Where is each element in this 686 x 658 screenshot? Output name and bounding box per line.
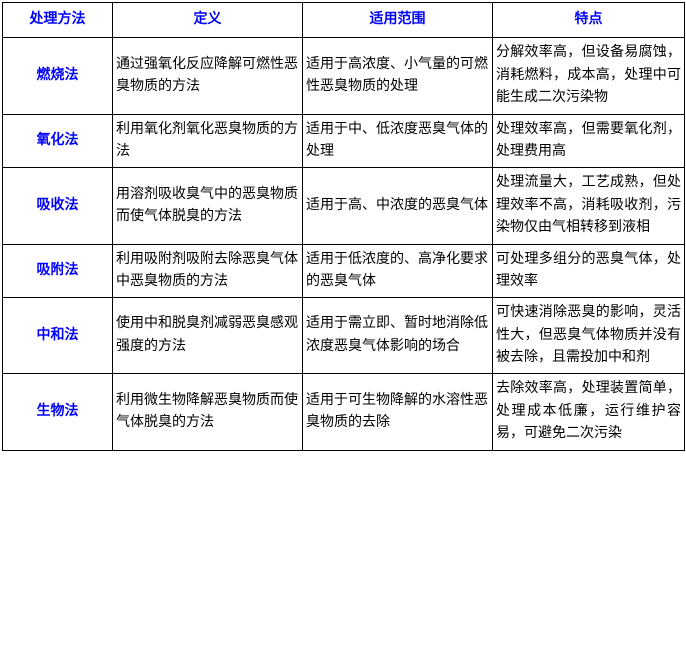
- cell-method: 燃烧法: [3, 38, 113, 114]
- cell-scope: 适用于低浓度的、高净化要求的恶臭气体: [303, 244, 493, 298]
- cell-scope: 适用于高、中浓度的恶臭气体: [303, 168, 493, 244]
- header-scope: 适用范围: [303, 3, 493, 38]
- cell-method: 吸附法: [3, 244, 113, 298]
- header-definition: 定义: [113, 3, 303, 38]
- cell-features: 处理流量大，工艺成熟，但处理效率不高，消耗吸收剂，污染物仅由气相转移到液相: [493, 168, 685, 244]
- header-method: 处理方法: [3, 3, 113, 38]
- header-features: 特点: [493, 3, 685, 38]
- table-row: 燃烧法 通过强氧化反应降解可燃性恶臭物质的方法 适用于高浓度、小气量的可燃性恶臭…: [3, 38, 685, 114]
- table-row: 中和法 使用中和脱臭剂减弱恶臭感观强度的方法 适用于需立即、暂时地消除低浓度恶臭…: [3, 298, 685, 374]
- cell-scope: 适用于中、低浓度恶臭气体的处理: [303, 114, 493, 168]
- cell-definition: 利用氧化剂氧化恶臭物质的方法: [113, 114, 303, 168]
- cell-method: 氧化法: [3, 114, 113, 168]
- odor-treatment-table: 处理方法 定义 适用范围 特点 燃烧法 通过强氧化反应降解可燃性恶臭物质的方法 …: [2, 2, 685, 451]
- cell-definition: 通过强氧化反应降解可燃性恶臭物质的方法: [113, 38, 303, 114]
- cell-scope: 适用于高浓度、小气量的可燃性恶臭物质的处理: [303, 38, 493, 114]
- cell-method: 吸收法: [3, 168, 113, 244]
- cell-features: 可处理多组分的恶臭气体，处理效率: [493, 244, 685, 298]
- table-row: 吸附法 利用吸附剂吸附去除恶臭气体中恶臭物质的方法 适用于低浓度的、高净化要求的…: [3, 244, 685, 298]
- cell-definition: 用溶剂吸收臭气中的恶臭物质而使气体脱臭的方法: [113, 168, 303, 244]
- cell-features: 去除效率高，处理装置简单，处理成本低廉，运行维护容易，可避免二次污染: [493, 374, 685, 450]
- cell-method: 生物法: [3, 374, 113, 450]
- cell-features: 可快速消除恶臭的影响，灵活性大，但恶臭气体物质并没有被去除，且需投加中和剂: [493, 298, 685, 374]
- cell-definition: 利用吸附剂吸附去除恶臭气体中恶臭物质的方法: [113, 244, 303, 298]
- cell-features: 处理效率高，但需要氧化剂，处理费用高: [493, 114, 685, 168]
- table-header-row: 处理方法 定义 适用范围 特点: [3, 3, 685, 38]
- table-row: 吸收法 用溶剂吸收臭气中的恶臭物质而使气体脱臭的方法 适用于高、中浓度的恶臭气体…: [3, 168, 685, 244]
- cell-scope: 适用于需立即、暂时地消除低浓度恶臭气体影响的场合: [303, 298, 493, 374]
- cell-features: 分解效率高，但设备易腐蚀，消耗燃料，成本高，处理中可能生成二次污染物: [493, 38, 685, 114]
- table-body: 燃烧法 通过强氧化反应降解可燃性恶臭物质的方法 适用于高浓度、小气量的可燃性恶臭…: [3, 38, 685, 450]
- table-row: 氧化法 利用氧化剂氧化恶臭物质的方法 适用于中、低浓度恶臭气体的处理 处理效率高…: [3, 114, 685, 168]
- cell-definition: 利用微生物降解恶臭物质而使气体脱臭的方法: [113, 374, 303, 450]
- cell-definition: 使用中和脱臭剂减弱恶臭感观强度的方法: [113, 298, 303, 374]
- table-row: 生物法 利用微生物降解恶臭物质而使气体脱臭的方法 适用于可生物降解的水溶性恶臭物…: [3, 374, 685, 450]
- cell-scope: 适用于可生物降解的水溶性恶臭物质的去除: [303, 374, 493, 450]
- cell-method: 中和法: [3, 298, 113, 374]
